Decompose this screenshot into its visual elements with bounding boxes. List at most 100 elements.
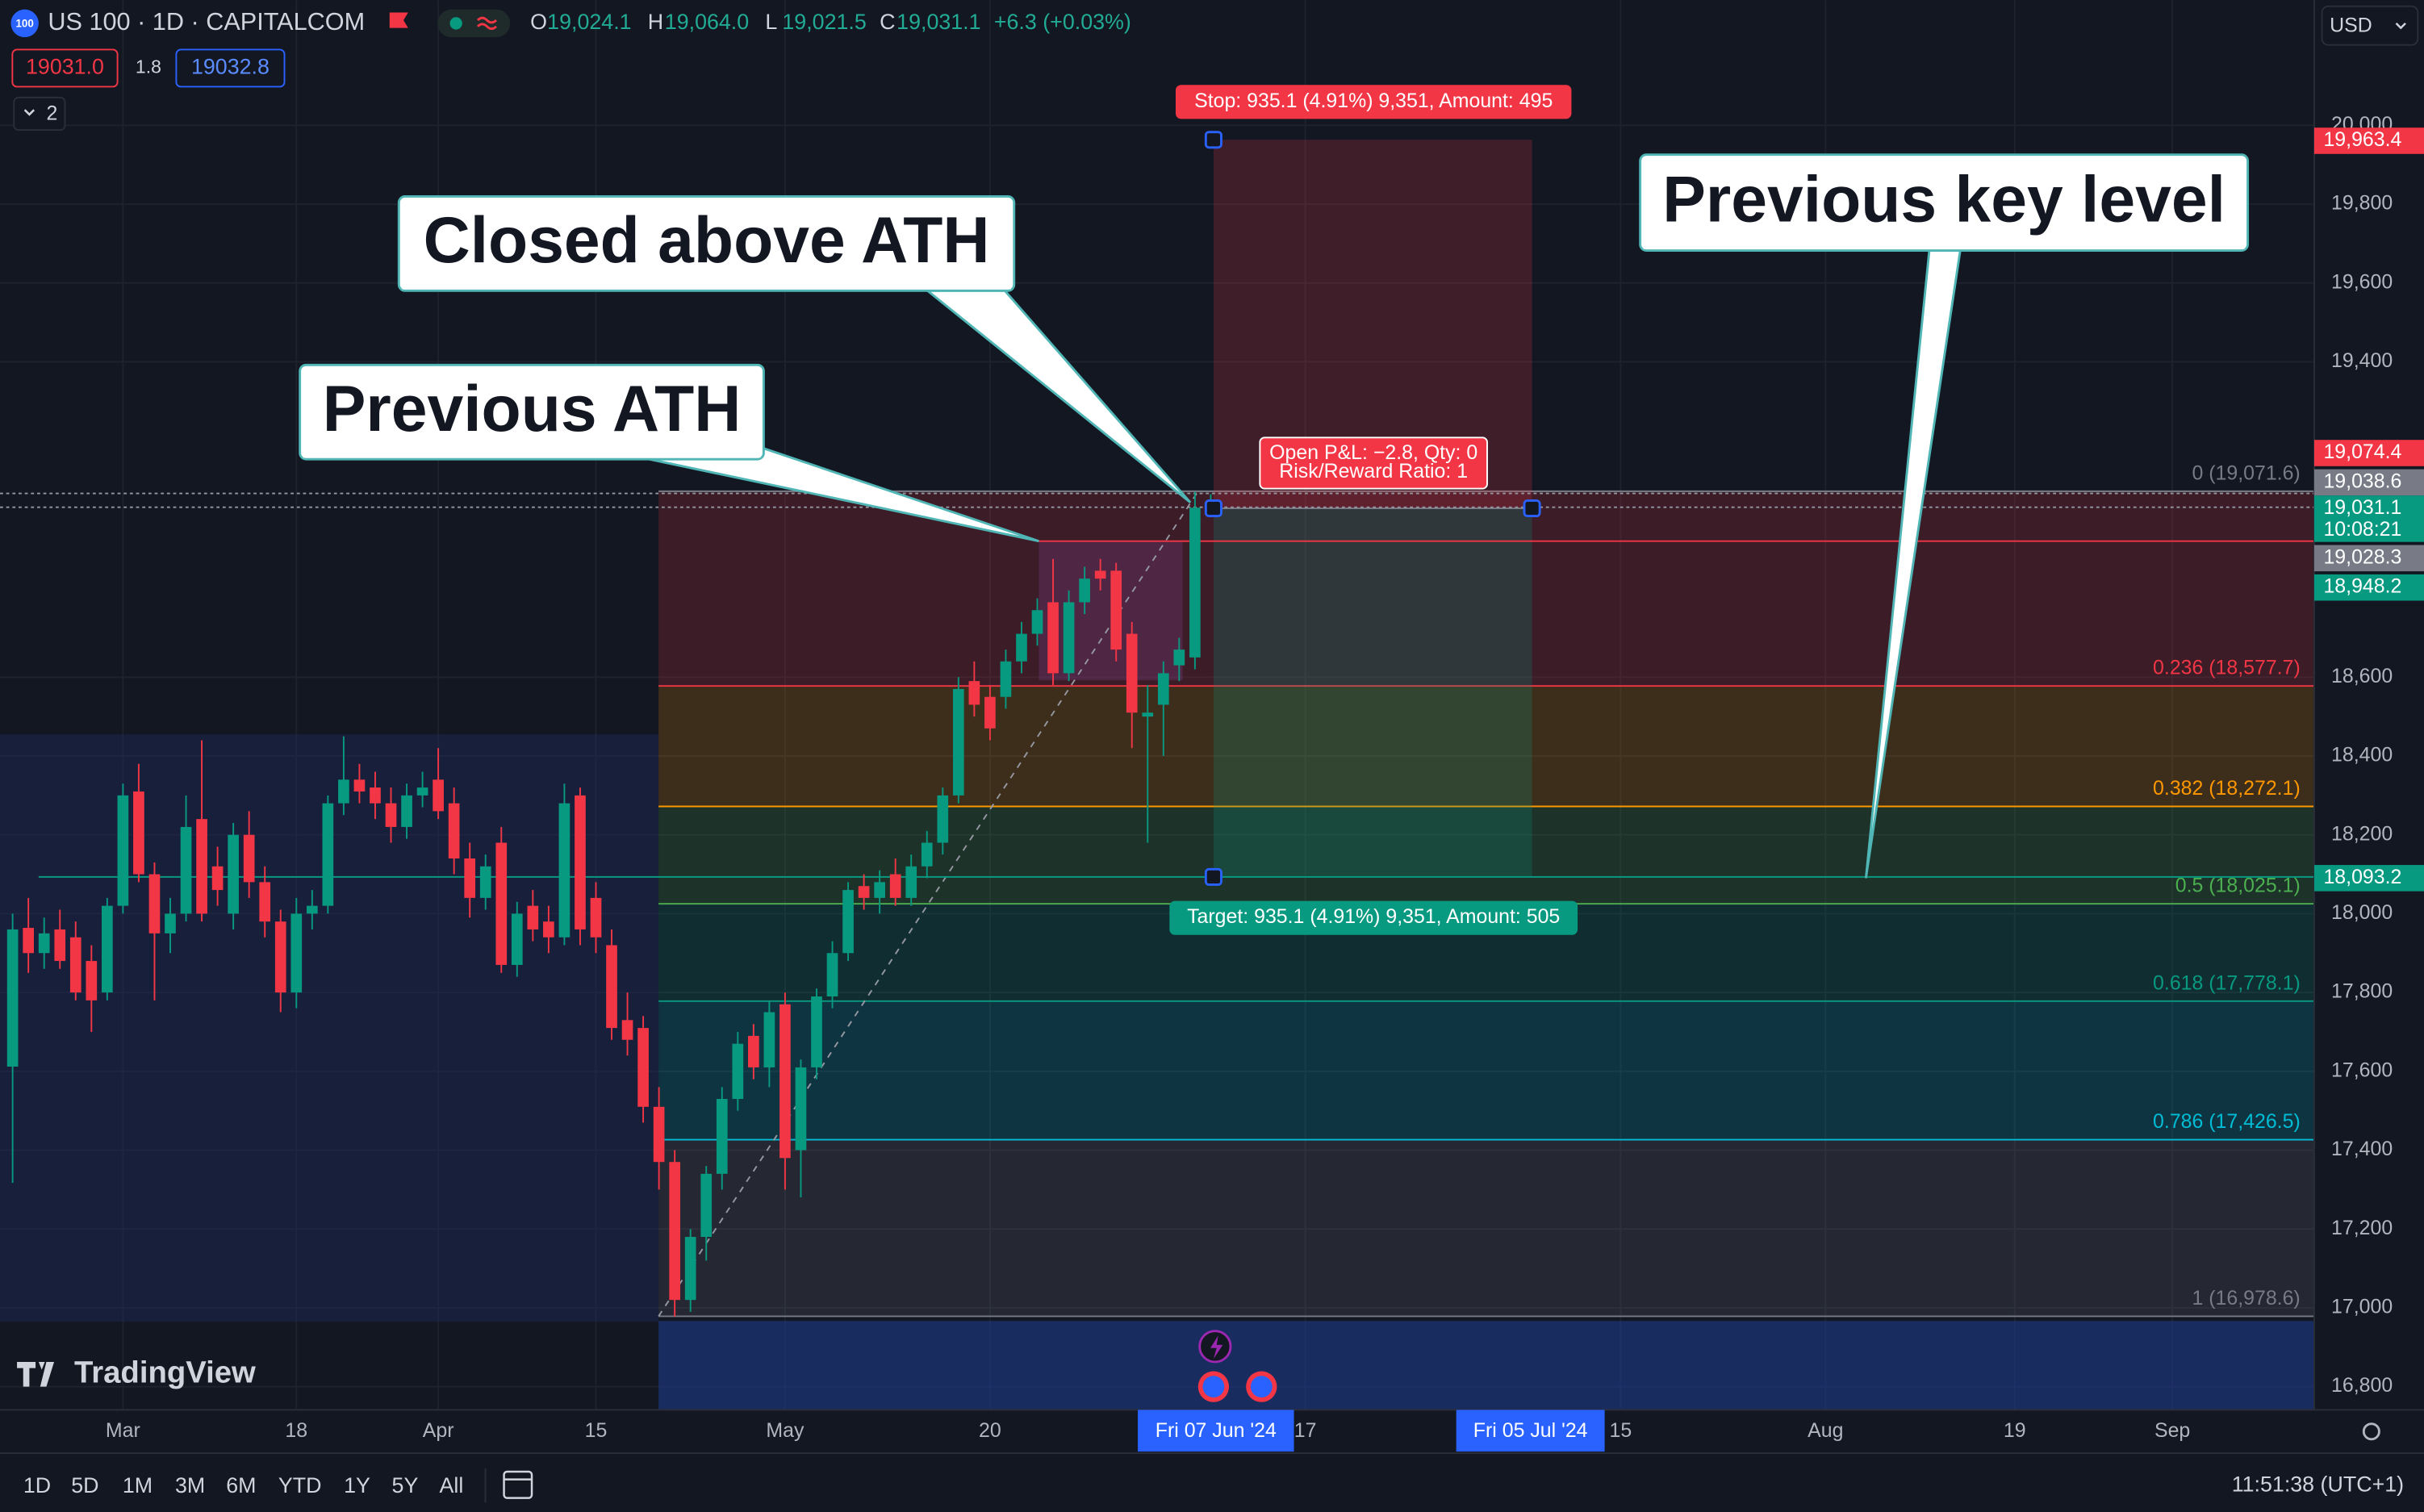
indicators-count[interactable]: 2 — [46, 102, 57, 125]
range-button[interactable]: 6M — [226, 1473, 256, 1497]
chevron — [23, 109, 36, 116]
candle-body — [243, 834, 255, 883]
y-tick-label: 18,200 — [2331, 822, 2393, 845]
handle[interactable] — [1204, 131, 1222, 149]
candle-body — [558, 803, 570, 938]
candle-body — [874, 882, 885, 898]
range-button[interactable]: All — [440, 1473, 464, 1497]
buy-button[interactable] — [175, 48, 286, 88]
settings-icon[interactable] — [2362, 1422, 2380, 1441]
candle-body — [448, 803, 460, 859]
range-button[interactable]: 1D — [23, 1473, 51, 1497]
ohlc: O 19,024.1 H 19,064.0 L 19,021.5 C 19,031.1 — [530, 10, 980, 34]
stop-label-bg — [1175, 85, 1572, 119]
calendar-icon[interactable] — [503, 1470, 533, 1499]
range-button[interactable]: 1M — [123, 1473, 153, 1497]
candle-body — [385, 803, 397, 827]
callout-text: Previous key level — [1662, 163, 2225, 236]
callout-box — [1639, 153, 2250, 252]
lightning — [1210, 1335, 1223, 1360]
fib-label: 0 (19,071.6) — [2192, 462, 2301, 484]
candle-body — [575, 795, 586, 929]
price-label: 19,963.4 — [2323, 128, 2401, 151]
change: +6.3 (+0.03%) — [994, 10, 1131, 34]
handle[interactable] — [1204, 867, 1222, 886]
fib-extension — [658, 1321, 2314, 1410]
candle-body — [1110, 570, 1122, 650]
symbol-icon — [10, 9, 39, 38]
candle-body — [433, 779, 444, 812]
ohlc-key: L — [765, 10, 777, 34]
candle-body — [401, 795, 412, 827]
candle-body — [905, 866, 917, 898]
x-tick-label: Apr — [423, 1419, 454, 1442]
x-tick-label: Aug — [1808, 1419, 1843, 1442]
sell-button[interactable] — [11, 48, 119, 88]
fib-label: 1 (16,978.6) — [2192, 1287, 2301, 1309]
fib-zone — [658, 491, 2314, 687]
candle-body — [621, 1020, 633, 1040]
ohlc-key: C — [880, 10, 895, 34]
y-tick-label: 17,800 — [2331, 980, 2393, 1003]
candle-body — [338, 779, 349, 804]
target-label-bg — [1169, 900, 1578, 935]
toolbar: 1D 5D 1M 3M 6M YTD 1Y 5Y All — [23, 1473, 463, 1497]
candle-body — [700, 1173, 713, 1238]
x-tick-label: 19 — [2004, 1419, 2026, 1442]
price-label: 19,074.4 — [2323, 441, 2401, 463]
range-button[interactable]: 3M — [175, 1473, 205, 1497]
buy-price[interactable]: 19032.8 — [191, 55, 270, 79]
price-axis — [2313, 0, 2424, 1410]
candle-body — [38, 933, 50, 954]
countdown: 10:08:21 — [2323, 518, 2401, 541]
logo-icon — [17, 1362, 55, 1387]
range-button[interactable]: 1Y — [344, 1473, 370, 1497]
plot: 0 (19,071.6) 0.236 (18,577.7) 0.382 (18,27… — [0, 0, 2314, 1410]
pnl-label-bg — [1259, 436, 1488, 490]
candle-body — [133, 791, 144, 875]
callout-box — [299, 363, 765, 461]
candle-body — [353, 779, 366, 792]
fib-label: 0.382 (18,272.1) — [2153, 777, 2301, 800]
range-button[interactable]: 5Y — [392, 1473, 419, 1497]
symbol-title[interactable]: US 100 · 1D · CAPITALCOM — [48, 8, 365, 36]
candle-body — [952, 688, 964, 796]
range-button[interactable]: YTD — [278, 1473, 322, 1497]
candle-body — [86, 961, 98, 1000]
candle-body — [322, 803, 334, 906]
ohlc-value: 19,021.5 — [782, 10, 866, 34]
fib-label: 0.5 (18,025.1) — [2175, 875, 2301, 897]
status-pill[interactable] — [437, 9, 511, 38]
price-label-bg — [2313, 574, 2424, 601]
target-label: Target: 935.1 (4.91%) 9,351, Amount: 505 — [1187, 905, 1560, 928]
candle-body — [259, 882, 271, 922]
currency[interactable]: USD — [2330, 14, 2372, 36]
clock[interactable]: 11:51:38 (UTC+1) — [2232, 1472, 2404, 1496]
candle-body — [1063, 602, 1075, 674]
range-button[interactable]: 5D — [71, 1473, 98, 1497]
pnl-label: Risk/Reward Ratio: 1 — [1279, 460, 1468, 482]
fib-zone — [658, 1139, 2314, 1317]
fib-zone — [658, 686, 2314, 807]
flag — [1202, 1376, 1225, 1398]
handle[interactable] — [1523, 499, 1541, 518]
callout-cover — [1643, 241, 2245, 249]
candle-body — [669, 1162, 681, 1301]
ohlc-value: 19,031.1 — [896, 10, 980, 34]
candle-body — [495, 842, 508, 965]
indicators-toggle[interactable] — [13, 96, 66, 132]
candle-body — [464, 858, 476, 898]
callout-cover — [402, 281, 1011, 290]
candle-body — [543, 921, 554, 938]
trend-line — [658, 491, 1199, 1317]
candle-body — [889, 874, 901, 898]
price-label: 19,038.6 — [2323, 470, 2401, 492]
flag-icon[interactable] — [389, 12, 408, 28]
handle[interactable] — [1204, 499, 1222, 518]
candle-body — [684, 1237, 696, 1301]
sell-price[interactable]: 19031.0 — [26, 55, 104, 79]
currency-select[interactable] — [2321, 5, 2419, 46]
candle-body — [148, 874, 161, 934]
x-tick-label: 15 — [585, 1419, 608, 1442]
candle-body — [842, 890, 854, 954]
